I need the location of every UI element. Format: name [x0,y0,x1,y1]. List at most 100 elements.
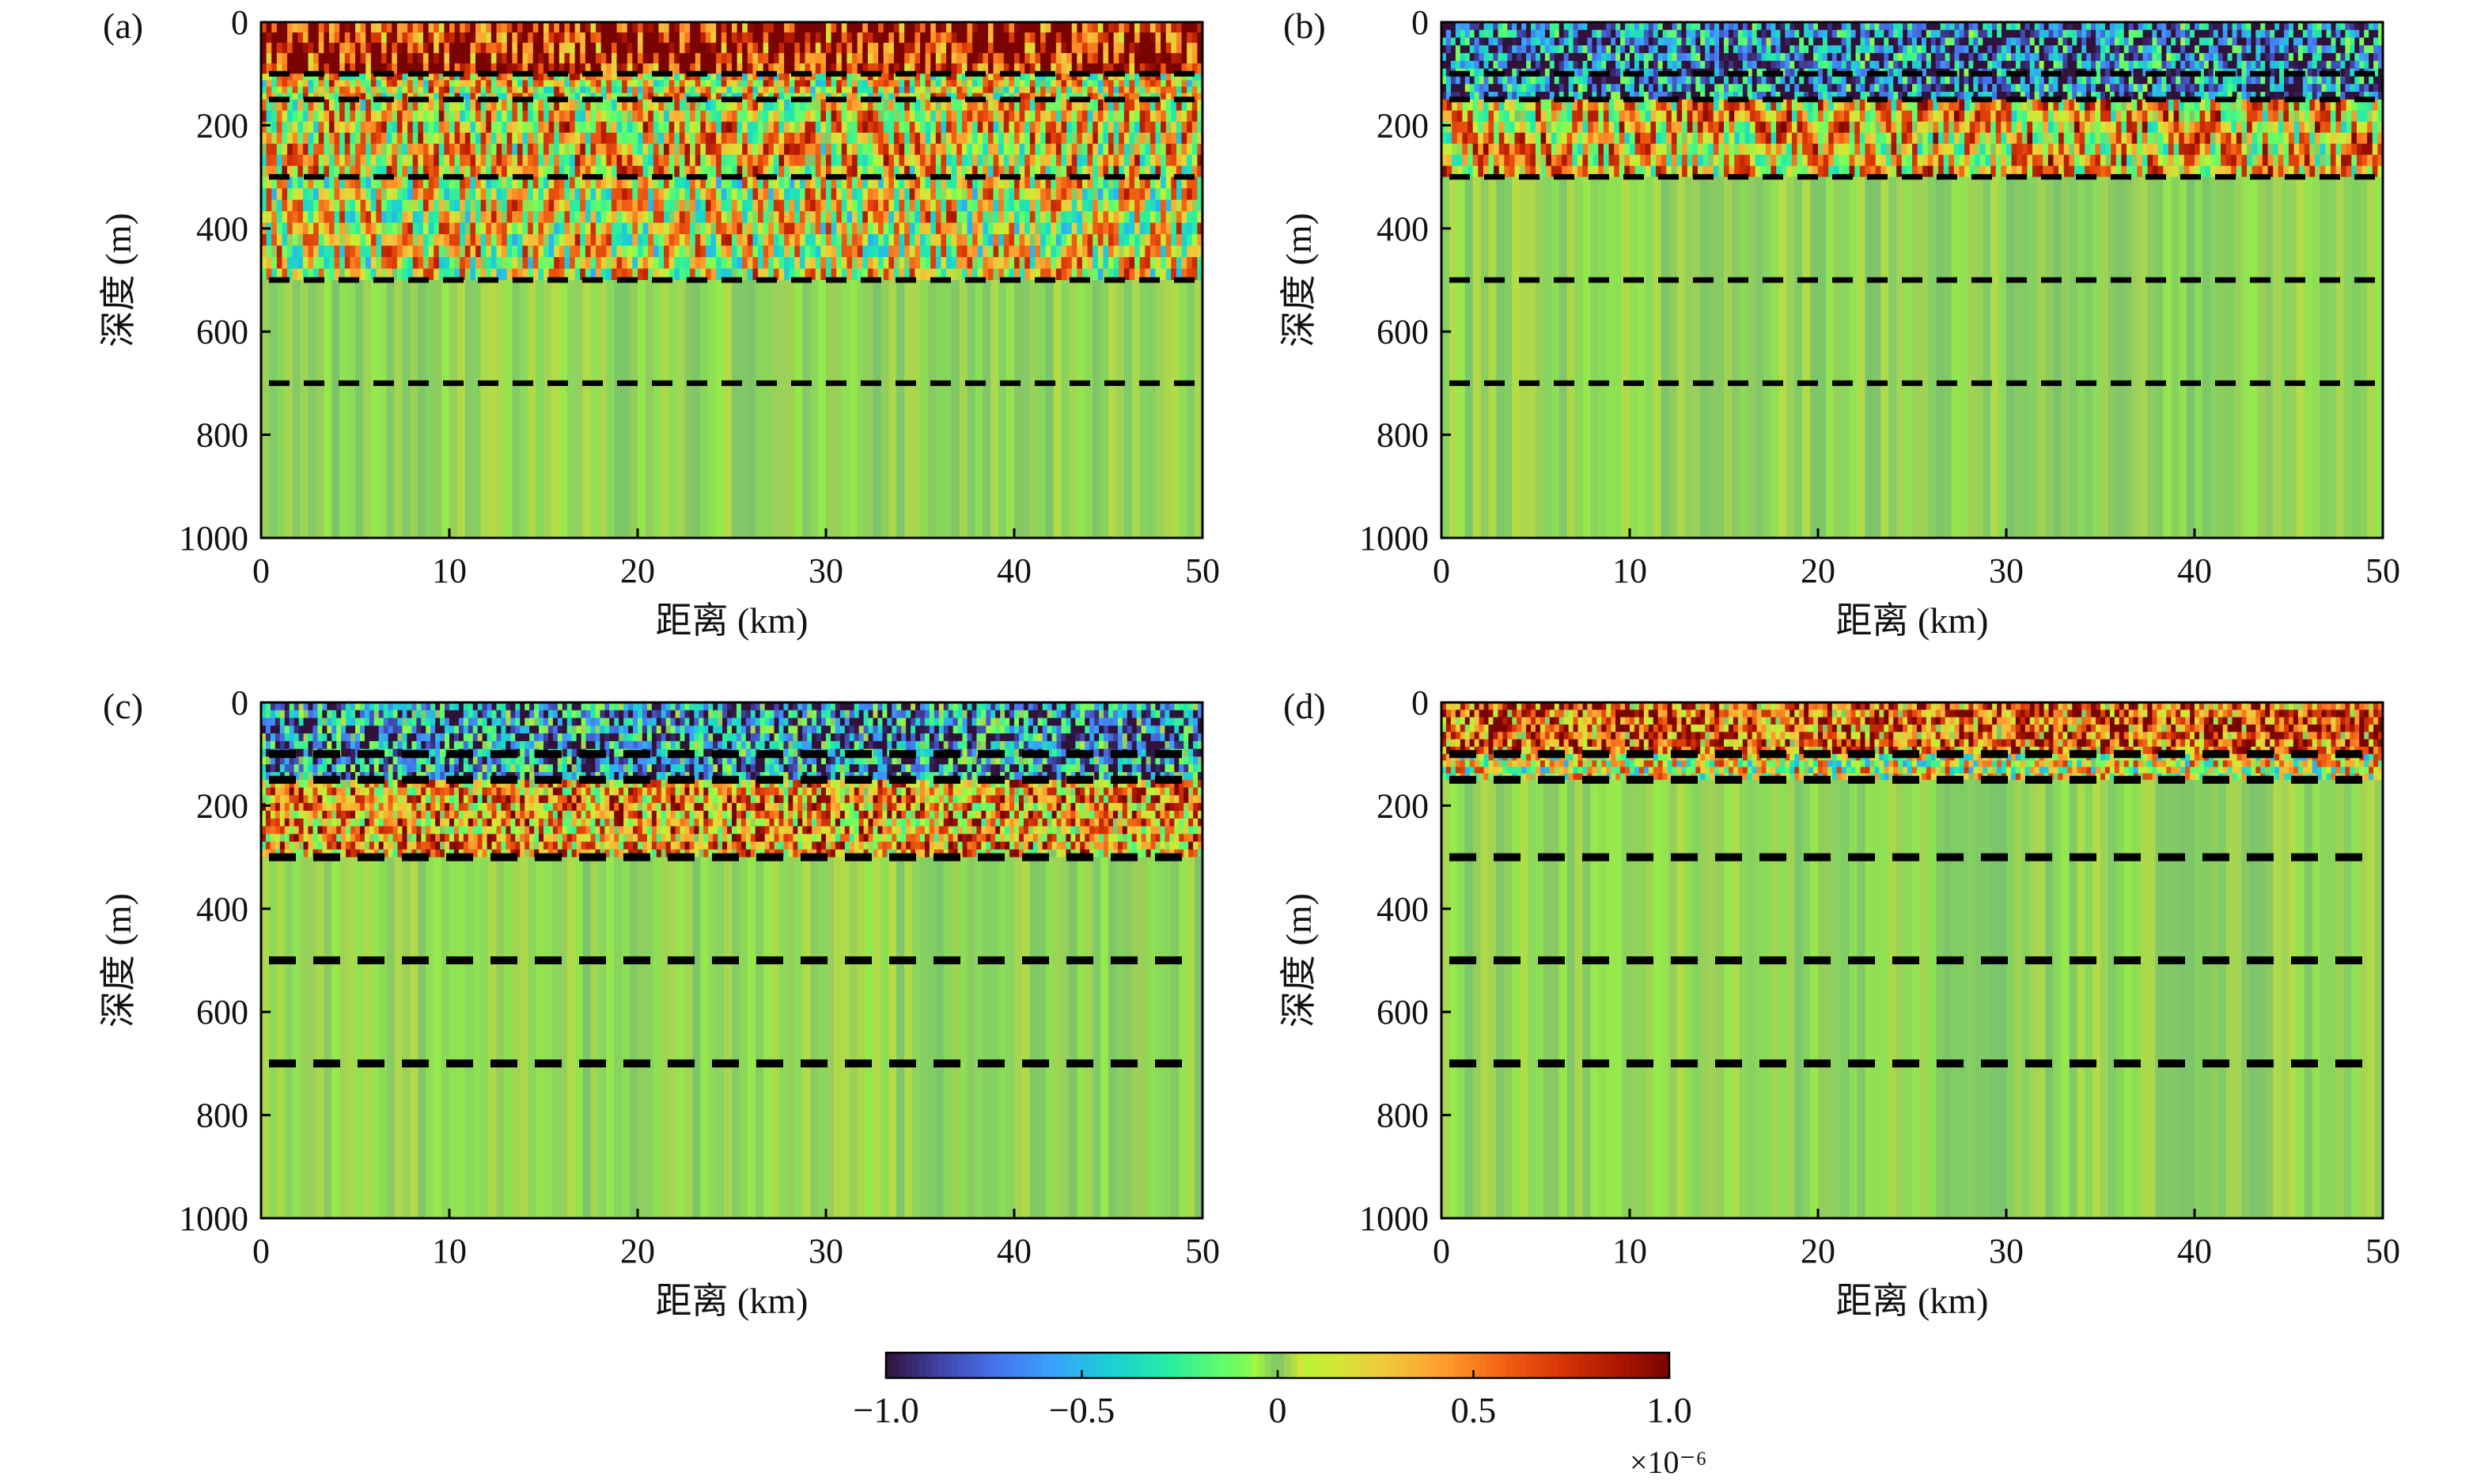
cell [935,188,941,201]
cell [993,121,999,134]
cell [1171,99,1177,112]
cell [778,176,785,189]
cell [946,121,952,134]
cell [1087,211,1093,224]
cell [1155,245,1161,258]
cell [1055,165,1062,178]
cell [528,99,534,112]
cell [946,222,952,235]
cell [506,86,513,94]
cell [642,43,649,54]
cell [528,74,534,81]
cell [543,32,550,44]
cell [543,53,550,64]
cell [1093,86,1099,94]
cell [1129,22,1135,33]
cell [1181,63,1187,74]
cell [1009,93,1015,100]
cell [904,222,911,235]
cell [789,154,795,167]
cell [935,143,941,156]
cell [831,80,837,87]
cell [616,222,623,235]
cell [1024,222,1031,235]
cell [810,121,816,134]
cell [1019,222,1025,235]
cell [502,80,508,87]
cell [1077,80,1083,87]
cell [915,154,921,167]
cell [1129,86,1135,94]
cell [993,86,999,94]
cell [344,211,350,224]
cell [1113,222,1119,235]
cell [554,43,560,54]
cell [1155,22,1161,33]
cell [951,43,957,54]
cell [328,121,335,134]
cell [302,110,309,123]
cell [972,80,979,87]
cell [721,222,727,235]
cell [967,74,973,81]
cell [993,143,999,156]
cell [407,93,414,100]
cell [1469,22,1475,31]
cell [543,74,550,81]
cell [1029,199,1036,212]
cell [486,257,492,270]
cell [664,211,670,224]
cell [1155,280,1164,538]
cell [1149,121,1156,134]
cell [815,176,821,189]
cell [590,74,596,81]
cell [648,245,654,258]
cell [857,257,863,270]
cell [789,74,795,81]
cell [1045,143,1051,156]
cell [763,121,769,134]
cell [841,245,847,258]
cell [381,110,388,123]
cell [763,110,769,123]
cell [987,245,994,258]
cell [355,165,362,178]
cell [1536,22,1541,31]
cell [899,257,905,270]
cell [1176,99,1183,112]
cell [653,257,659,270]
cell [668,86,675,94]
cell [1145,188,1151,201]
cell [396,93,403,100]
cell [1024,132,1031,145]
cell [287,22,294,33]
cell [1587,37,1593,46]
cell [674,53,680,64]
cell [763,86,769,94]
cell [818,280,827,538]
cell [684,234,691,247]
cell [789,32,795,44]
cell [935,93,941,100]
cell [1139,188,1146,201]
cell [846,110,853,123]
cell [726,154,733,167]
cell [396,22,403,33]
cell [967,63,973,74]
cell [627,211,633,224]
cell [1191,93,1198,100]
cell [1040,110,1047,123]
cell [502,257,508,270]
cell [282,143,288,156]
cell [1502,37,1508,46]
cell [983,257,989,270]
cell [392,74,398,81]
cell [920,80,926,87]
cell [1544,68,1551,77]
cell [1019,32,1025,44]
cell [297,268,304,281]
cell [475,99,482,112]
cell [935,268,941,281]
cell [559,211,565,224]
cell [517,99,524,112]
